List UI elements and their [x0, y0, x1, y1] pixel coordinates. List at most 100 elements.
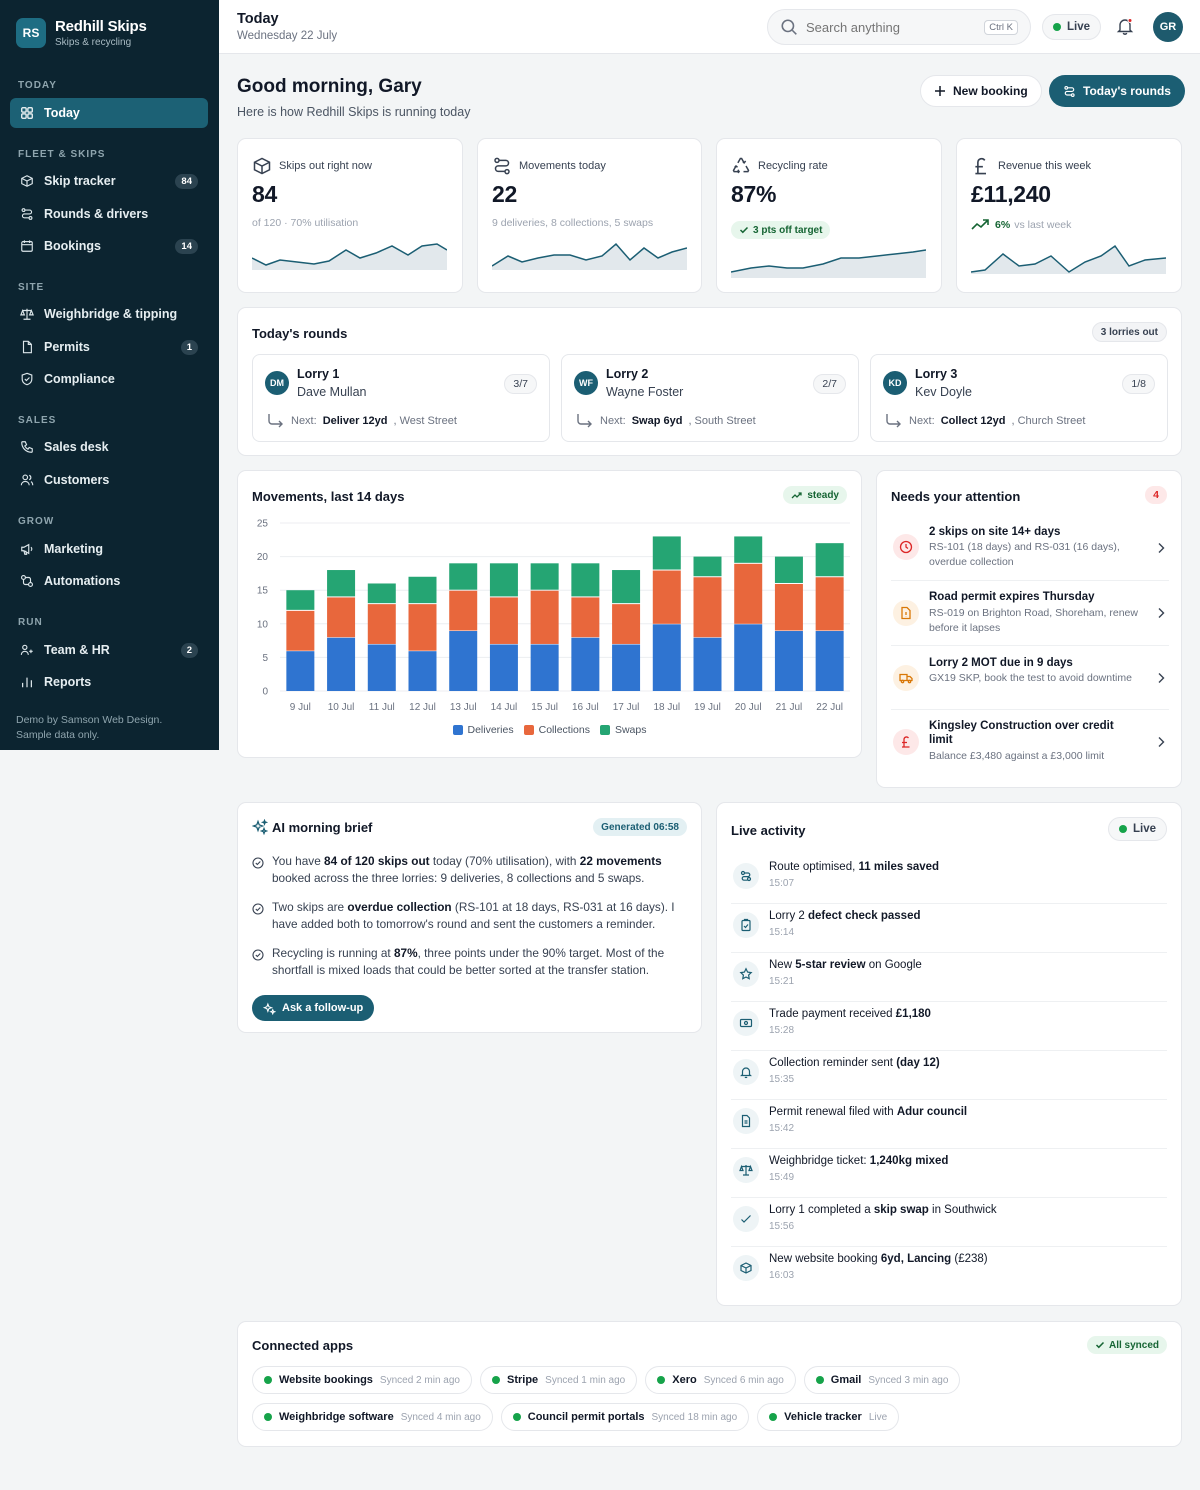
sidebar-item-customers[interactable]: Customers [10, 465, 208, 495]
clipboard-icon [733, 912, 759, 938]
sync-dot [769, 1413, 778, 1421]
kpi-label-text: Movements today [519, 160, 606, 172]
brand[interactable]: RS Redhill Skips Skips & recycling [16, 18, 147, 48]
next-label: Next: [291, 415, 317, 427]
live-dot [1053, 23, 1061, 31]
app-chip[interactable]: Gmail Synced 3 min ago [803, 1366, 961, 1394]
app-chip[interactable]: Weighbridge software Synced 4 min ago [252, 1403, 493, 1431]
legend-item-swaps[interactable]: Swaps [599, 724, 646, 736]
activity-item[interactable]: Permit renewal filed with Adur council 15… [731, 1100, 1167, 1149]
kpi-value: £11,240 [971, 181, 1051, 207]
activity-item[interactable]: Trade payment received £1,180 15:28 [731, 1002, 1167, 1051]
x-tick-label: 19 Jul [694, 702, 721, 713]
badge-text: steady [807, 489, 839, 501]
y-tick-label: 0 [262, 687, 268, 698]
driver-avatar: DM [265, 371, 289, 395]
sync-dot [264, 1376, 272, 1384]
sidebar-item-skip-tracker[interactable]: Skip tracker 84 [10, 166, 208, 196]
live-status[interactable]: Live [1042, 14, 1102, 40]
sidebar-item-sales-desk[interactable]: Sales desk [10, 432, 208, 462]
activity-item[interactable]: New website booking 6yd, Lancing (£238) 1… [731, 1247, 1167, 1296]
kpi-trend: 6% vs last week [971, 219, 1071, 231]
sidebar-item-reports[interactable]: Reports [10, 667, 208, 697]
legend-item-deliveries[interactable]: Deliveries [452, 724, 514, 736]
lorry-card[interactable]: KD Lorry 3 Kev Doyle 1/8 Next: Collect 1… [870, 354, 1168, 442]
truck-icon [893, 665, 919, 691]
chevron-right-icon [1158, 543, 1165, 553]
attention-item[interactable]: Lorry 2 MOT due in 9 days GX19 SKP, book… [891, 646, 1169, 710]
star-icon [733, 961, 759, 987]
app-chip[interactable]: Council permit portals Synced 18 min ago [500, 1403, 750, 1431]
activity-item[interactable]: Lorry 2 defect check passed 15:14 [731, 904, 1167, 953]
todays-rounds-card: Today's rounds 3 lorries out DM Lorry 1 … [237, 307, 1182, 456]
sidebar-item-marketing[interactable]: Marketing [10, 534, 208, 564]
activity-time: 15:35 [769, 1074, 795, 1085]
kpi-label-text: Revenue this week [998, 160, 1091, 172]
new-booking-button[interactable]: New booking [920, 75, 1042, 107]
activity-item[interactable]: Weighbridge ticket: 1,240kg mixed 15:49 [731, 1149, 1167, 1198]
sidebar-item-permits[interactable]: Permits 1 [10, 332, 208, 362]
user-avatar[interactable]: GR [1153, 12, 1183, 42]
search-input[interactable] [806, 19, 976, 35]
search-box[interactable]: Ctrl K [767, 9, 1031, 45]
sidebar-item-bookings[interactable]: Bookings 14 [10, 231, 208, 261]
megaphone-icon [21, 543, 33, 555]
bar-segment-swaps [449, 563, 478, 590]
todays-rounds-button[interactable]: Today's rounds [1049, 75, 1185, 107]
attention-title: Road permit expires Thursday [929, 591, 1095, 603]
page-title: Today [237, 11, 279, 27]
page-date: Wednesday 22 July [237, 30, 338, 42]
kpi-card-revenue[interactable]: Revenue this week £11,240 6% vs last wee… [956, 138, 1182, 293]
app-chip[interactable]: Xero Synced 6 min ago [645, 1366, 796, 1394]
attention-item[interactable]: Road permit expires Thursday RS-019 on B… [891, 581, 1169, 646]
movements-chart-card: Movements, last 14 days steady 0 5 10 15 20 2… [237, 470, 862, 758]
grid-icon [21, 107, 33, 119]
activity-time: 15:14 [769, 927, 795, 938]
sync-dot [512, 1413, 521, 1421]
app-chip[interactable]: Vehicle tracker Live [757, 1403, 900, 1431]
route-icon [494, 157, 510, 175]
kpi-card-skips-out[interactable]: Skips out right now 84 of 120 · 70% util… [237, 138, 463, 293]
route-icon [21, 208, 33, 220]
document-icon [22, 340, 32, 354]
activity-time: 15:49 [769, 1172, 795, 1183]
notifications-button[interactable] [1115, 16, 1135, 36]
sync-dot [657, 1376, 666, 1384]
lorry-name: Lorry 3 [915, 367, 958, 381]
activity-text: Lorry 1 completed a skip swap in Southwi… [769, 1204, 997, 1216]
attention-item[interactable]: Kingsley Construction over credit limit … [891, 710, 1169, 778]
sidebar-item-compliance[interactable]: Compliance [10, 364, 208, 394]
activity-item[interactable]: Lorry 1 completed a skip swap in Southwi… [731, 1198, 1167, 1247]
attention-desc: GX19 SKP, book the test to avoid downtim… [929, 672, 1132, 684]
bell-icon [1116, 18, 1134, 35]
check-circle-icon [252, 857, 264, 869]
sidebar-item-rounds-drivers[interactable]: Rounds & drivers [10, 199, 208, 229]
automation-icon [21, 575, 33, 587]
lorry-card[interactable]: WF Lorry 2 Wayne Foster 2/7 Next: Swap 6… [561, 354, 859, 442]
app-chip[interactable]: Stripe Synced 1 min ago [479, 1366, 638, 1394]
next-label: Next: [600, 415, 626, 427]
x-tick-label: 16 Jul [572, 702, 599, 713]
activity-item[interactable]: New 5-star review on Google 15:21 [731, 953, 1167, 1002]
lorry-card[interactable]: DM Lorry 1 Dave Mullan 3/7 Next: Deliver… [252, 354, 550, 442]
app-chip[interactable]: Website bookings Synced 2 min ago [252, 1366, 472, 1394]
attention-item[interactable]: 2 skips on site 14+ days RS-101 (18 days… [891, 515, 1169, 581]
trend-label: vs last week [1014, 219, 1072, 231]
next-job-place: , West Street [393, 415, 457, 427]
ask-follow-up-button[interactable]: Ask a follow-up [252, 995, 375, 1021]
sidebar-item-today[interactable]: Today [10, 98, 208, 128]
kpi-card-recycling[interactable]: Recycling rate 87% 3 pts off target [716, 138, 942, 293]
bar-segment-swaps [734, 536, 763, 563]
activity-item[interactable]: Collection reminder sent (day 12) 15:35 [731, 1051, 1167, 1100]
kpi-label-text: Skips out right now [279, 160, 372, 172]
sidebar-item-automations[interactable]: Automations [10, 566, 208, 596]
live-label: Live [1067, 21, 1091, 33]
sidebar-item-weighbridge[interactable]: Weighbridge & tipping [10, 299, 208, 329]
activity-text: Route optimised, 11 miles saved [769, 861, 940, 873]
attention-title: 2 skips on site 14+ days [929, 526, 1061, 538]
kpi-card-movements[interactable]: Movements today 22 9 deliveries, 8 colle… [477, 138, 702, 293]
attention-title: Kingsley Construction over credit limit [929, 720, 1114, 746]
legend-item-collections[interactable]: Collections [523, 724, 590, 736]
sidebar-item-team-hr[interactable]: Team & HR 2 [10, 635, 208, 665]
activity-item[interactable]: Route optimised, 11 miles saved 15:07 [731, 855, 1167, 904]
